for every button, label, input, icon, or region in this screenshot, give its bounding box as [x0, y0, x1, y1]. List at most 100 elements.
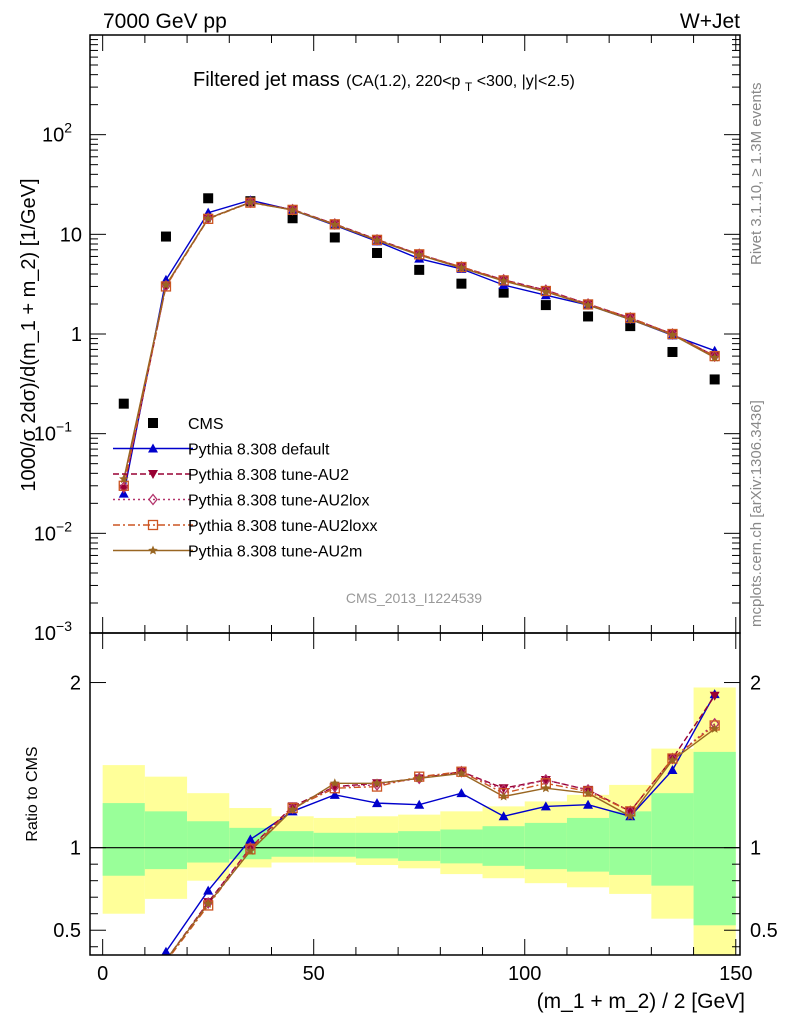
ratio-point-default-9: [498, 811, 509, 821]
legend: CMS Pythia 8.308 default Pythia 8.308 tune…: [113, 416, 377, 561]
point-cms-12: [625, 321, 636, 332]
analysis-id: CMS_2013_I1224539: [346, 590, 482, 606]
main-panel: 102 10 1 10−1 10−2 10−3: [34, 34, 741, 645]
point-au2m-1: [161, 280, 171, 290]
ratio-ytick-label-left: 2: [70, 673, 81, 695]
point-cms-8: [456, 278, 467, 289]
ratio-point-default-10: [540, 801, 551, 811]
ratio-point-au2m-10: [541, 783, 551, 793]
legend-label-cms: CMS: [188, 416, 224, 433]
xtick-label: 100: [508, 963, 541, 985]
point-au2lox-0: [118, 481, 129, 494]
legend-label-au2m: Pythia 8.308 tune-AU2m: [188, 544, 362, 561]
legend-label-au2lox: Pythia 8.308 tune-AU2lox: [188, 493, 369, 510]
ratio-ytick-label-right: 0.5: [750, 920, 778, 942]
title-main: Filtered jet mass: [193, 69, 340, 91]
band-inner-1: [144, 811, 188, 870]
ratio-ylabel: Ratio to CMS: [24, 746, 41, 841]
point-cms-1: [160, 231, 171, 242]
legend-marker-au2loxx: [147, 519, 159, 531]
band-inner-6: [355, 832, 399, 859]
legend-marker-au2m: [148, 545, 158, 555]
point-au2loxx-11: [582, 299, 594, 310]
ratio-point-au2m-12: [625, 811, 636, 821]
ratio-point-au2loxx-3: [245, 844, 256, 855]
point-au2loxx-6: [371, 234, 383, 246]
point-au2m-14: [709, 352, 720, 362]
ratio-point-au2loxx-7: [414, 771, 425, 782]
band-inner-8: [440, 829, 483, 864]
point-au2loxx-13: [667, 328, 678, 340]
ratio-point-au2loxx-4: [287, 802, 298, 814]
point-au2m-2: [203, 213, 213, 223]
xtick-label: 0: [97, 963, 108, 985]
ratio-point-au2loxx-8: [456, 766, 467, 777]
band-inner-0: [102, 803, 145, 876]
point-au2m-12: [625, 314, 636, 324]
point-cms-5: [329, 232, 340, 243]
point-au2m-10: [541, 286, 551, 296]
point-au2loxx-9: [498, 275, 509, 286]
title-cuts-suffix: <300, |y|<2.5): [477, 73, 575, 90]
ratio-point-au2loxx-13: [667, 753, 678, 764]
ratio-point-au2m-6: [372, 778, 382, 788]
point-cms-4: [287, 213, 298, 224]
point-cms-11: [583, 311, 594, 322]
point-au2m-9: [498, 276, 509, 286]
ratio-point-au2-14: [709, 691, 720, 701]
mcplots-label: mcplots.cern.ch [arXiv:1306.3436]: [748, 400, 765, 627]
ratio-point-default-1: [161, 946, 171, 955]
ratio-point-default-6: [372, 798, 383, 808]
legend-marker-au2: [148, 470, 158, 479]
ratio-panel: 0.5 0.5 1 1 2 2 0 50 100 150: [53, 632, 778, 985]
main-ytick-label: 10: [60, 224, 82, 246]
point-au2loxx-7: [414, 249, 425, 260]
point-cms-2: [203, 193, 214, 204]
point-au2m-13: [667, 329, 678, 339]
band-inner-7: [398, 831, 441, 861]
point-au2-0: [118, 484, 129, 494]
xtick-label: 150: [719, 963, 752, 985]
ratio-ytick-label-left: 0.5: [53, 920, 81, 942]
point-au2m-7: [414, 250, 424, 260]
ratio-point-au2m-7: [414, 773, 424, 783]
ratio-point-default-5: [329, 789, 340, 799]
point-au2m-0: [119, 474, 129, 484]
legend-label-default: Pythia 8.308 default: [188, 442, 330, 459]
ratio-xlabel: (m_1 + m_2) / 2 [GeV]: [537, 990, 745, 1013]
point-au2m-3: [245, 197, 256, 207]
legend-label-au2loxx: Pythia 8.308 tune-AU2loxx: [188, 518, 377, 535]
point-cms-9: [498, 287, 509, 298]
band-inner-12: [609, 811, 652, 875]
band-inner-2: [187, 821, 230, 863]
series-line-au2m: [123, 201, 716, 480]
ratio-point-au2m-2: [203, 898, 213, 908]
band-inner-14: [693, 751, 736, 926]
point-au2m-8: [456, 262, 467, 272]
xtick-label: 50: [303, 963, 325, 985]
point-au2loxx-10: [540, 285, 551, 297]
ratio-point-au2m-14: [709, 723, 720, 733]
point-cms-0: [118, 398, 129, 409]
main-ytick-label: 10−3: [34, 618, 72, 645]
ratio-point-default-11: [583, 799, 594, 809]
band-inner-5: [313, 832, 356, 857]
main-ytick-label: 10−2: [34, 518, 72, 545]
ratio-point-default-3: [245, 834, 256, 844]
title-cuts-sub: T: [465, 80, 473, 94]
point-au2loxx-8: [456, 261, 467, 273]
point-cms-13: [667, 346, 678, 357]
ratio-point-au2m-13: [667, 755, 678, 765]
plot-title: Filtered jet mass (CA(1.2), 220<p T <300…: [193, 69, 575, 95]
point-au2m-11: [583, 300, 593, 310]
point-cms-10: [540, 300, 551, 311]
band-inner-9: [482, 826, 525, 866]
legend-label-au2: Pythia 8.308 tune-AU2: [188, 467, 349, 484]
ratio-point-au2m-11: [583, 788, 593, 798]
point-au2m-4: [287, 205, 298, 215]
ratio-ytick-label-right: 2: [750, 673, 761, 695]
ratio-ytick-label-right: 1: [750, 838, 761, 860]
main-ytick-label: 102: [42, 120, 72, 147]
legend-marker-default: [148, 443, 158, 453]
